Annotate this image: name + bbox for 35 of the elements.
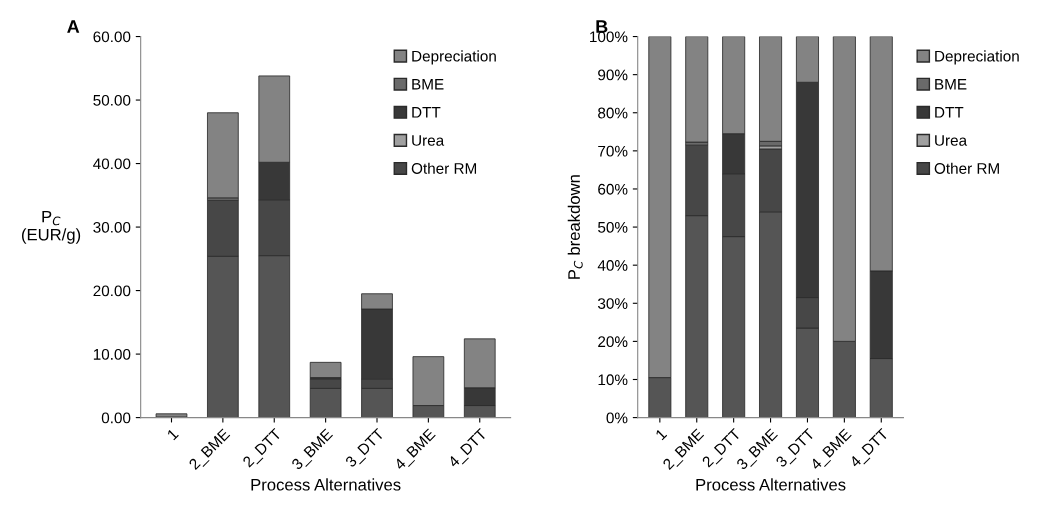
legend-label: DTT xyxy=(935,107,964,118)
x-tick-label: 1 xyxy=(166,428,179,441)
legend-label: Urea xyxy=(412,135,445,146)
legend-label: Depreciation xyxy=(935,50,1019,65)
y-tick-label: 50.00 xyxy=(93,94,131,106)
legend-label: DTT xyxy=(412,107,441,118)
legend-label: Other RM xyxy=(411,162,477,174)
y-tick-label: 20.00 xyxy=(93,285,131,297)
y-tick-label: 40.00 xyxy=(93,158,131,170)
x-axis-title: Process Alternatives xyxy=(251,478,401,491)
y-axis-title: P$_{C}$ (EUR/g) xyxy=(21,210,81,244)
y-tick-label: 10% xyxy=(598,374,628,386)
legend-label: BME xyxy=(412,79,444,90)
y-tick-label: 80% xyxy=(598,107,628,119)
y-tick-label: 100% xyxy=(590,31,628,43)
y-tick-label: 10.00 xyxy=(93,348,131,360)
y-tick-label: 70% xyxy=(598,145,628,157)
y-tick-label: 60% xyxy=(598,183,628,195)
y-axis-title: P$_{C}$ breakdown xyxy=(567,175,583,279)
y-tick-label: 0.00 xyxy=(101,412,131,424)
y-tick-label: 40% xyxy=(597,260,628,271)
y-tick-label: 20% xyxy=(598,336,628,348)
y-tick-label: 30.00 xyxy=(93,221,131,233)
legend-label: Depreciation xyxy=(412,50,496,65)
text: A xyxy=(67,20,80,33)
y-tick-label: 50% xyxy=(598,221,628,233)
y-tick-label: 90% xyxy=(598,69,628,81)
legend-label: Urea xyxy=(935,135,968,146)
text: B xyxy=(596,20,608,33)
y-tick-label: 60.00 xyxy=(93,31,131,43)
y-tick-label: 30% xyxy=(597,298,628,309)
legend-label: Other RM xyxy=(934,162,999,174)
x-axis-title: Process Alternatives xyxy=(696,478,846,491)
legend-label: BME xyxy=(935,79,967,90)
y-tick-label: 0% xyxy=(606,412,628,424)
